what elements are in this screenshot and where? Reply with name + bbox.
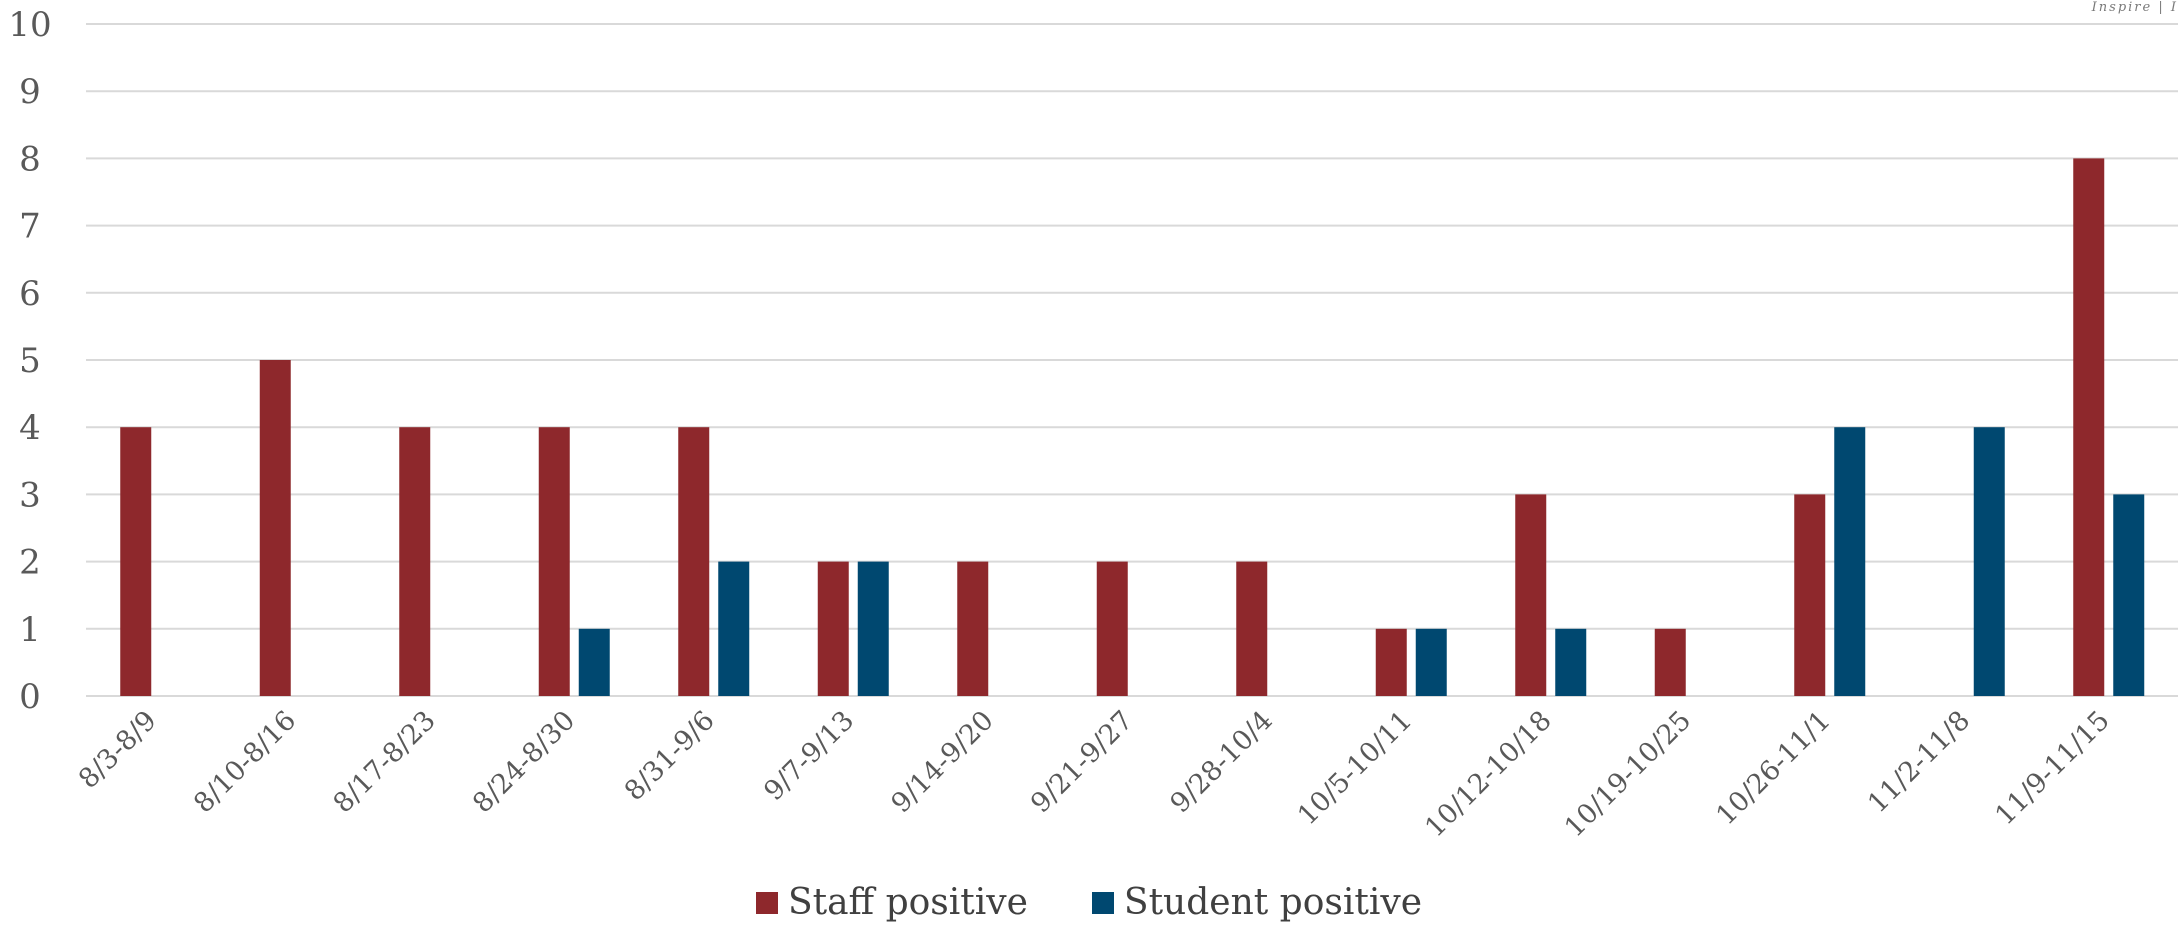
y-tick-label: 3 (19, 475, 41, 515)
bars (120, 158, 2145, 696)
bar-student-positive (1973, 427, 2005, 696)
bar-student-positive (718, 561, 750, 696)
x-tick-label: 9/14-9/20 (886, 705, 1000, 819)
x-tick-label: 10/26-11/1 (1710, 705, 1836, 831)
bar-staff-positive (957, 561, 989, 696)
bar-staff-positive (259, 360, 291, 696)
legend-item-staff: Staff positive (755, 882, 1028, 923)
legend-label-student: Student positive (1123, 882, 1423, 923)
y-tick-label: 6 (19, 274, 41, 314)
bar-student-positive (2113, 494, 2145, 696)
x-axis-ticks: 8/3-8/9 8/10-8/16 8/17-8/23 8/24-8/30 8/31-9… (73, 705, 2116, 843)
x-tick-label: 8/3-8/9 (73, 705, 163, 795)
bar-staff-positive (1096, 561, 1128, 696)
x-tick-label: 9/28-10/4 (1165, 705, 1279, 819)
x-tick-label: 8/10-8/16 (188, 705, 302, 819)
bar-staff-positive (120, 427, 152, 696)
bar-staff-positive (399, 427, 431, 696)
bar-staff-positive (1375, 628, 1407, 696)
bar-student-positive (1415, 628, 1447, 696)
bar-staff-positive (678, 427, 710, 696)
y-tick-label: 2 (19, 543, 41, 583)
watermark-text: Inspire | I (2091, 0, 2178, 15)
y-tick-label: 8 (19, 139, 41, 179)
y-tick-label: 0 (19, 677, 41, 717)
bar-student-positive (857, 561, 889, 696)
bar-student-positive (1555, 628, 1587, 696)
legend-swatch-staff (755, 891, 778, 914)
y-tick-label: 5 (19, 341, 41, 381)
y-tick-label: 4 (19, 408, 41, 448)
x-tick-label: 10/19-10/25 (1559, 705, 1697, 843)
bar-staff-positive (538, 427, 570, 696)
bar-student-positive (1834, 427, 1866, 696)
x-tick-label: 8/24-8/30 (467, 705, 581, 819)
bar-staff-positive (1654, 628, 1686, 696)
y-tick-label: 1 (19, 610, 41, 650)
y-tick-label: 9 (19, 72, 41, 112)
y-tick-label: 7 (19, 207, 41, 247)
x-tick-label: 10/12-10/18 (1419, 705, 1557, 843)
legend-item-student: Student positive (1091, 882, 1423, 923)
x-tick-label: 9/7-9/13 (758, 705, 860, 807)
bar-staff-positive (1794, 494, 1826, 696)
x-tick-label: 10/5-10/11 (1292, 705, 1418, 831)
legend-label-staff: Staff positive (787, 882, 1028, 923)
y-tick-label: 10 (8, 5, 51, 45)
bar-staff-positive (1236, 561, 1268, 696)
x-tick-label: 8/31-9/6 (619, 705, 721, 807)
y-axis-ticks: 0 1 2 3 4 5 6 7 8 9 10 (8, 5, 51, 717)
bar-staff-positive (2073, 158, 2105, 696)
x-tick-label: 8/17-8/23 (328, 705, 442, 819)
gridlines (86, 23, 2178, 697)
bar-staff-positive (1515, 494, 1547, 696)
bar-student-positive (578, 628, 610, 696)
x-tick-label: 11/2-11/8 (1862, 705, 1976, 819)
x-tick-label: 11/9-11/15 (1989, 705, 2115, 831)
bar-staff-positive (817, 561, 849, 696)
x-tick-label: 9/21-9/27 (1025, 705, 1139, 819)
legend-swatch-student (1091, 891, 1114, 914)
legend: Staff positive Student positive (0, 882, 2178, 923)
